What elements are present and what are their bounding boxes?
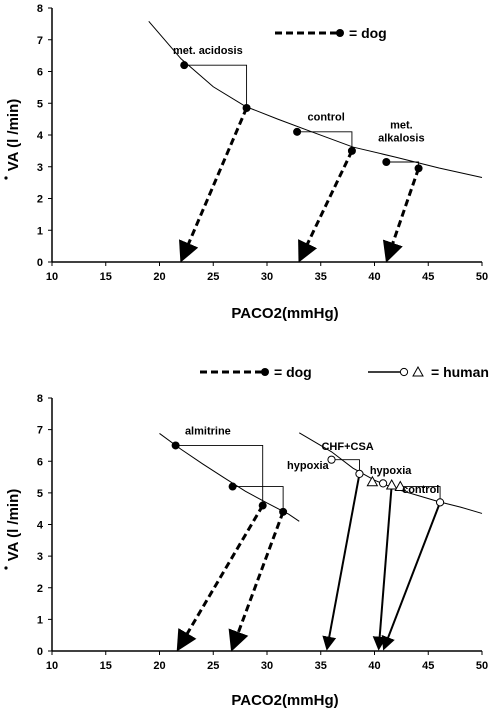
y-tick-label: 4 [37, 520, 44, 532]
data-point-filled [242, 104, 251, 113]
x-axis-title: PACO2(mmHg) [231, 305, 338, 322]
solid-arrow-5 [381, 502, 442, 651]
legend-label: = dog [349, 25, 387, 41]
x-tick-label: 15 [100, 271, 112, 283]
y-tick-label: 4 [37, 130, 44, 142]
legend-label: = dog [274, 364, 312, 380]
flow-dot-mark [4, 566, 8, 570]
data-point-filled [414, 164, 423, 173]
annotation-2: hypoxia [287, 460, 329, 472]
x-tick-label: 40 [368, 271, 380, 283]
panel-2: 10 15 20 25 30 35 40 45 50012345678PACO2(mmHg)VA… [4, 364, 489, 709]
data-point-filled [279, 507, 288, 516]
bracket-2 [232, 486, 284, 512]
bracket-1 [184, 64, 248, 109]
y-tick-label: 0 [37, 646, 43, 658]
data-point-triangle [385, 478, 398, 490]
data-point-open [327, 455, 336, 464]
y-tick-label: 0 [37, 257, 43, 269]
data-point-open [379, 479, 388, 488]
flow-dot-mark [4, 176, 8, 180]
dashed-arrow-2 [298, 150, 354, 263]
data-point-filled [180, 61, 189, 70]
data-point-filled [347, 146, 356, 155]
annotation-2: control [307, 112, 344, 124]
bracket-4 [400, 486, 441, 503]
x-tick-label: 50 [476, 271, 488, 283]
annotation-1: almitrine [185, 425, 231, 437]
annotation-4: hypoxia [370, 465, 412, 477]
legend-label: = human [431, 364, 489, 380]
data-point-filled [293, 127, 302, 136]
x-tick-label: 10 [46, 660, 58, 672]
x-tick-label: 30 [261, 271, 273, 283]
x-tick-label: 20 [153, 271, 165, 283]
panel-1: 10 15 20 25 30 35 40 45 50012345678PACO2(mmHg)VA… [4, 3, 488, 322]
x-tick-label: 35 [315, 271, 327, 283]
y-tick-label: 1 [37, 225, 43, 237]
isopleth-curve-1 [159, 433, 300, 522]
y-tick-label: 5 [37, 488, 43, 500]
y-tick-label: 1 [37, 614, 43, 626]
legend-filled-dot [336, 29, 344, 37]
legend-open-circle [399, 367, 409, 377]
data-point-filled [228, 482, 237, 491]
data-point-filled [171, 441, 180, 450]
dashed-arrow-3 [382, 167, 420, 263]
x-tick-label: 15 [100, 660, 112, 672]
annotation-3: alkalosis [378, 133, 424, 145]
legend-open-triangle [412, 365, 424, 377]
data-point-triangle [394, 480, 407, 492]
isopleth-curve-1 [148, 21, 483, 179]
x-tick-label: 35 [315, 660, 327, 672]
data-point-filled [258, 501, 267, 510]
x-tick-label: 50 [476, 660, 488, 672]
dashed-arrow-1 [176, 504, 264, 652]
bracket-3 [386, 161, 420, 169]
dashed-arrow-1 [179, 107, 248, 263]
data-point-open [355, 469, 364, 478]
data-point-open [435, 498, 445, 507]
y-tick-label: 7 [37, 35, 43, 47]
x-axis-title: PACO2(mmHg) [231, 692, 338, 709]
annotation-3: met. [390, 120, 413, 132]
y-tick-label: 3 [37, 162, 43, 174]
y-tick-label: 6 [37, 67, 43, 79]
x-tick-label: 25 [207, 271, 219, 283]
bracket-1 [175, 444, 264, 506]
y-tick-label: 2 [37, 583, 43, 595]
annotation-3: CHF+CSA [321, 441, 373, 453]
annotation-1: met. acidosis [173, 45, 243, 57]
solid-arrow-4 [372, 484, 393, 651]
bracket-2 [297, 131, 353, 151]
data-point-filled [382, 157, 391, 166]
y-tick-label: 8 [37, 3, 43, 15]
legend-filled-dot [261, 368, 269, 376]
annotation-5: control [402, 484, 439, 496]
x-tick-label: 40 [368, 660, 380, 672]
y-axis-title: VA (l /min) [5, 489, 22, 562]
y-tick-label: 3 [37, 551, 43, 563]
y-axis-title: VA (l /min) [5, 99, 22, 172]
x-tick-label: 45 [422, 660, 434, 672]
dashed-arrow-2 [228, 511, 285, 652]
x-tick-label: 25 [207, 660, 219, 672]
solid-arrow-3 [322, 473, 361, 651]
y-tick-label: 8 [37, 393, 43, 405]
y-tick-label: 5 [37, 98, 43, 110]
y-tick-label: 7 [37, 425, 43, 437]
bracket-3 [331, 459, 360, 474]
y-tick-label: 2 [37, 194, 43, 206]
x-tick-label: 30 [261, 660, 273, 672]
data-point-triangle [366, 475, 379, 487]
x-tick-label: 10 [46, 271, 58, 283]
x-tick-label: 45 [422, 271, 434, 283]
y-tick-label: 6 [37, 456, 43, 468]
x-tick-label: 20 [153, 660, 165, 672]
